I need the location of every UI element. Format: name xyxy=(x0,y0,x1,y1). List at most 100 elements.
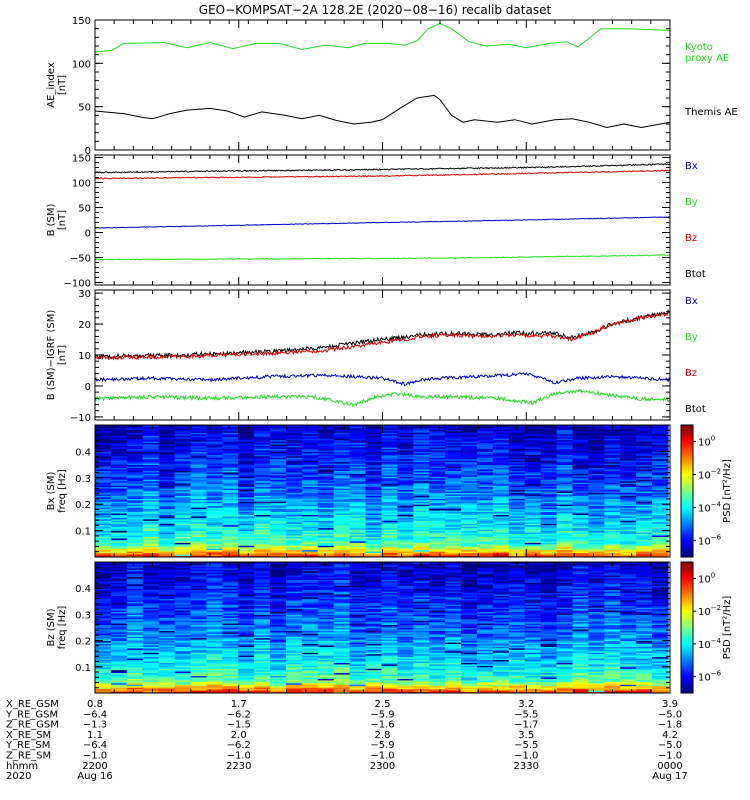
psd-cell xyxy=(95,569,112,572)
psd-cell xyxy=(333,477,351,480)
psd-cell xyxy=(588,495,605,498)
psd-cell xyxy=(190,580,208,583)
psd-cell xyxy=(636,537,653,540)
psd-cell xyxy=(445,449,462,452)
psd-cell xyxy=(222,439,239,442)
psd-cell xyxy=(333,439,351,442)
psd-cell xyxy=(126,620,144,623)
psd-cell xyxy=(604,442,621,445)
psd-cell xyxy=(381,511,399,514)
psd-cell xyxy=(254,511,271,514)
psd-cell xyxy=(620,502,637,505)
psd-cell xyxy=(222,562,239,564)
psd-cell xyxy=(620,551,637,554)
psd-cell xyxy=(270,563,287,566)
psd-cell xyxy=(636,545,653,548)
psd-cell xyxy=(142,621,160,624)
psd-cell xyxy=(158,460,176,463)
psd-cell xyxy=(174,650,192,653)
psd-cell xyxy=(572,505,590,508)
psd-cell xyxy=(652,537,669,540)
psd-cell xyxy=(190,573,208,576)
psd-cell xyxy=(190,599,208,602)
psd-cell xyxy=(429,513,446,515)
psd-cell xyxy=(254,491,271,493)
psd-cell xyxy=(126,447,144,449)
psd-cell xyxy=(652,514,669,517)
psd-cell xyxy=(174,427,192,430)
psd-cell xyxy=(524,466,542,469)
psd-cell xyxy=(652,526,669,529)
psd-cell xyxy=(349,551,367,554)
psd-cell xyxy=(540,444,558,447)
psd-cell xyxy=(604,429,621,432)
psd-cell xyxy=(301,441,319,444)
psd-cell xyxy=(126,621,144,624)
psd-cell xyxy=(270,567,287,570)
psd-cell xyxy=(158,602,176,605)
psd-cell xyxy=(301,535,319,537)
psd-cell xyxy=(206,537,223,540)
psd-cell xyxy=(445,482,462,485)
psd-cell xyxy=(540,480,558,483)
psd-cell xyxy=(349,554,367,557)
psd-cell xyxy=(604,467,621,470)
psd-cell xyxy=(588,439,605,442)
psd-cell xyxy=(508,435,526,438)
psd-cell xyxy=(540,518,558,521)
psd-cell xyxy=(190,425,208,427)
psd-cell xyxy=(588,482,605,485)
colorbar-cell xyxy=(681,526,693,529)
psd-cell xyxy=(254,591,271,594)
psd-cell xyxy=(477,548,494,551)
psd-cell xyxy=(365,493,383,496)
psd-cell xyxy=(397,435,414,438)
psd-cell xyxy=(349,430,367,433)
psd-cell xyxy=(142,662,160,665)
psd-cell xyxy=(142,524,160,527)
psd-cell xyxy=(477,552,494,555)
psd-cell xyxy=(95,578,112,580)
psd-cell xyxy=(652,540,669,543)
psd-cell xyxy=(126,436,144,439)
psd-cell xyxy=(142,564,160,567)
psd-cell xyxy=(190,624,208,627)
psd-cell xyxy=(126,439,144,442)
plot-frame xyxy=(94,19,671,151)
psd-cell xyxy=(238,636,255,639)
psd-cell xyxy=(413,485,430,488)
psd-cell xyxy=(333,526,351,529)
psd-cell xyxy=(142,589,160,592)
psd-cell xyxy=(461,489,478,492)
psd-cell xyxy=(508,460,526,463)
psd-cell xyxy=(238,566,255,569)
psd-cell xyxy=(238,580,255,583)
psd-cell xyxy=(301,471,319,474)
psd-cell xyxy=(95,572,112,575)
psd-cell xyxy=(540,432,558,435)
psd-cell xyxy=(174,543,192,546)
psd-cell xyxy=(445,495,462,498)
psd-cell xyxy=(238,510,255,513)
psd-cell xyxy=(110,491,128,493)
psd-cell xyxy=(286,532,303,535)
psd-cell xyxy=(110,464,128,467)
psd-cell xyxy=(254,545,271,548)
psd-cell xyxy=(381,464,399,467)
psd-cell xyxy=(429,520,446,523)
psd-cell xyxy=(317,520,335,523)
colorbar-cell xyxy=(681,469,693,472)
psd-cell xyxy=(174,474,192,477)
psd-cell xyxy=(270,628,287,631)
psd-cell xyxy=(126,482,144,485)
psd-cell xyxy=(158,588,176,591)
psd-cell xyxy=(524,439,542,442)
psd-cell xyxy=(142,496,160,499)
psd-cell xyxy=(349,521,367,524)
psd-cell xyxy=(126,473,144,476)
psd-cell xyxy=(652,521,669,524)
psd-cell xyxy=(620,448,637,451)
psd-cell xyxy=(286,678,303,681)
colorbar-cell xyxy=(681,513,693,516)
psd-cell xyxy=(620,518,637,521)
